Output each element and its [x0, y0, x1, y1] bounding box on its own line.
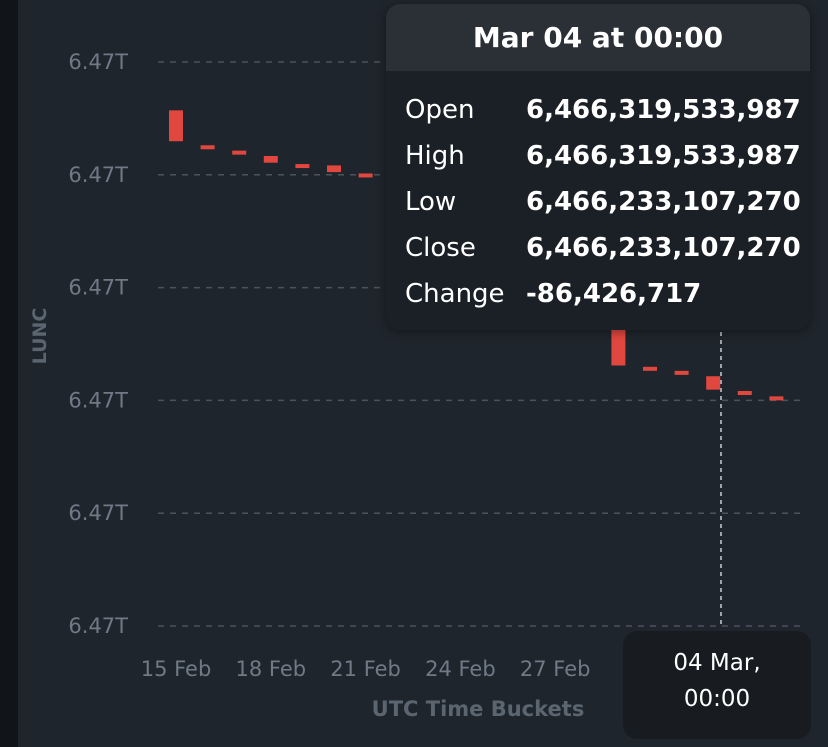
candle[interactable] [200, 145, 215, 150]
candle[interactable] [232, 150, 247, 155]
candle[interactable] [769, 396, 784, 401]
tooltip-row-open: Open 6,466,319,533,987 [405, 95, 805, 135]
crosshair-date-line1: 04 Mar, [673, 650, 761, 676]
y-tick-label: 6.47T [68, 614, 128, 638]
candle[interactable] [674, 370, 689, 375]
candle[interactable] [169, 110, 183, 142]
x-tick-label: 15 Feb [141, 657, 212, 681]
y-axis-label: LUNC [29, 308, 51, 365]
tooltip-key: Low [405, 187, 457, 217]
candle[interactable] [643, 366, 657, 371]
x-axis-title: UTC Time Buckets [372, 697, 585, 721]
candle[interactable] [263, 156, 278, 163]
candle[interactable] [327, 165, 341, 173]
tooltip-title: Mar 04 at 00:00 [386, 4, 810, 71]
candle[interactable] [358, 173, 373, 178]
crosshair-date-line2: 00:00 [683, 686, 751, 712]
candle[interactable] [737, 391, 752, 396]
y-axis-ticks: 6.47T 6.47T 6.47T 6.47T 6.47T 6.47T [68, 50, 128, 638]
y-tick-label: 6.47T [68, 276, 128, 300]
candle[interactable] [706, 376, 721, 390]
tooltip-row-low: Low 6,466,233,107,270 [405, 187, 805, 227]
x-tick-label: 18 Feb [236, 657, 307, 681]
tooltip-key: Open [405, 95, 475, 125]
candle[interactable] [295, 164, 310, 169]
ohlc-tooltip: Mar 04 at 00:00 Open 6,466,319,533,987 H… [386, 4, 810, 330]
tooltip-row-change: Change -86,426,717 [405, 279, 805, 319]
tooltip-key: High [405, 141, 465, 171]
y-tick-label: 6.47T [68, 163, 128, 187]
y-tick-label: 6.47T [68, 50, 128, 74]
x-tick-label: 27 Feb [520, 657, 591, 681]
tooltip-value: 6,466,319,533,987 [526, 95, 801, 125]
y-tick-label: 6.47T [68, 388, 128, 412]
tooltip-row-high: High 6,466,319,533,987 [405, 141, 805, 181]
tooltip-key: Change [405, 279, 505, 309]
tooltip-value: 6,466,233,107,270 [526, 233, 801, 263]
tooltip-key: Close [405, 233, 476, 263]
x-tick-label: 21 Feb [330, 657, 401, 681]
crosshair-date-label: 04 Mar, 00:00 [623, 631, 811, 739]
tooltip-value: 6,466,233,107,270 [526, 187, 801, 217]
tooltip-row-close: Close 6,466,233,107,270 [405, 233, 805, 273]
tooltip-value: -86,426,717 [526, 279, 702, 309]
x-tick-label: 24 Feb [425, 657, 496, 681]
tooltip-value: 6,466,319,533,987 [526, 141, 801, 171]
y-tick-label: 6.47T [68, 501, 128, 525]
